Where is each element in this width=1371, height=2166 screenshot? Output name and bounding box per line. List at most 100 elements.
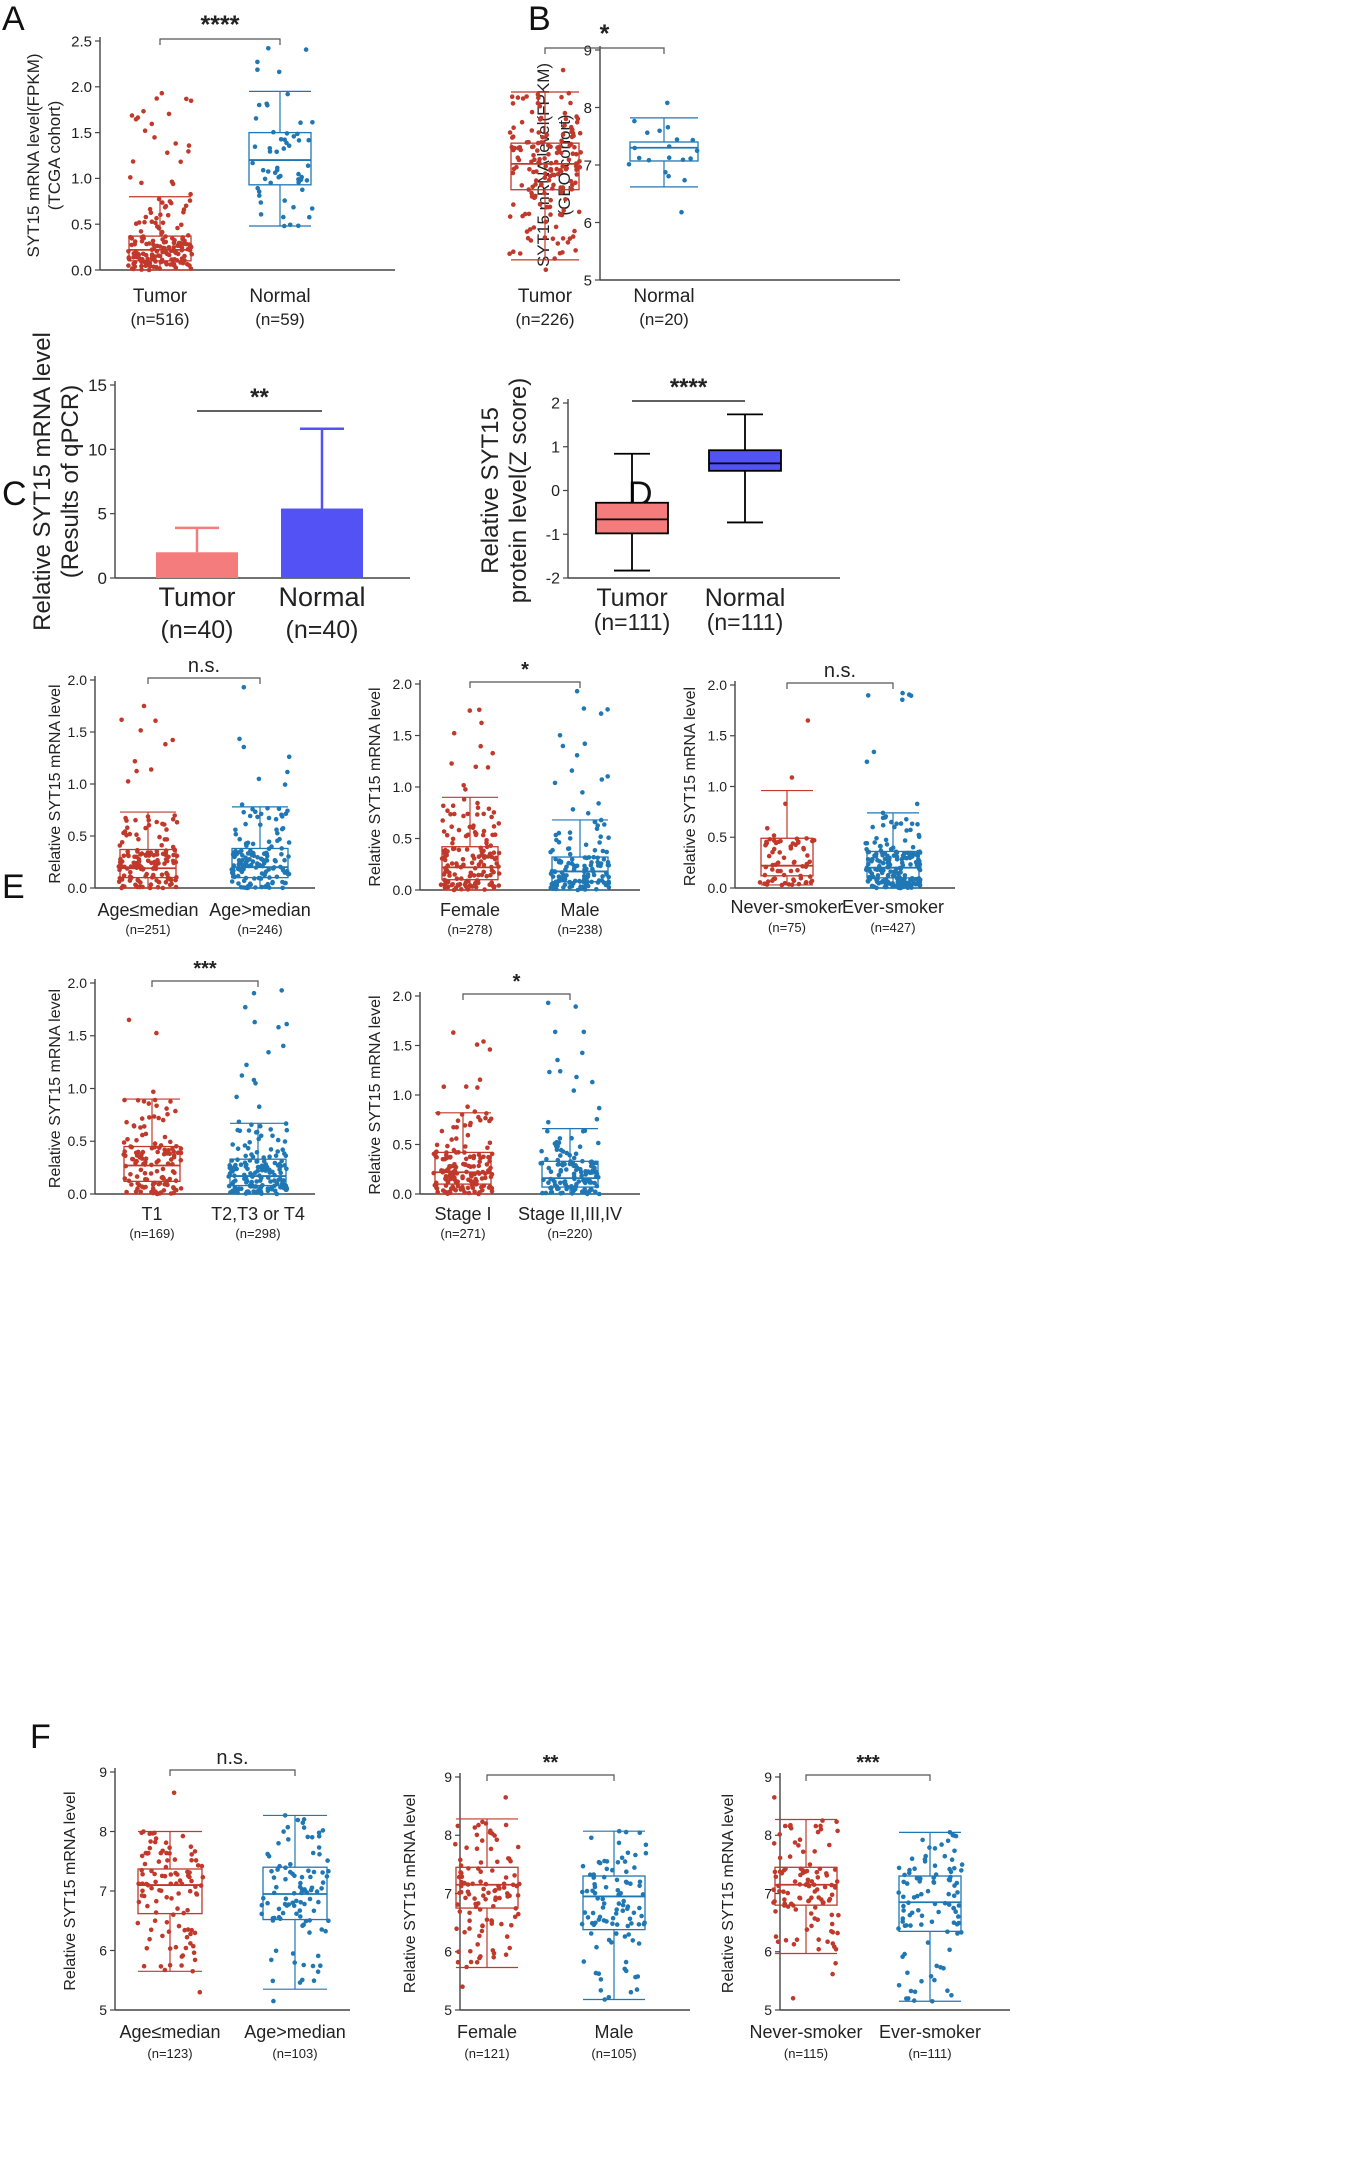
y-tick-label: 2.0 [393,988,413,1004]
data-point [266,46,271,51]
data-point [493,1887,498,1893]
y-tick-label: 0.0 [393,1186,413,1202]
data-point [450,846,456,852]
data-point [901,1908,906,1913]
data-point [266,1050,271,1055]
data-point [550,881,555,887]
data-point [885,881,890,886]
data-point [154,1159,159,1165]
data-point [468,1949,473,1954]
data-point [783,801,788,807]
data-point [460,1984,465,1989]
data-point [591,854,596,860]
data-point [474,1832,480,1838]
data-point [556,1172,562,1178]
data-point [445,808,450,813]
y-axis-label: Relative SYT15 mRNA level [47,684,64,883]
data-point [573,1186,578,1192]
data-point [266,1175,271,1180]
data-point [172,813,177,818]
data-point [793,1907,799,1912]
data-point [285,91,291,97]
data-point [560,185,566,190]
data-point [270,1133,275,1139]
data-point [472,865,478,871]
data-point [865,849,871,855]
y-tick-label: 5 [99,2002,107,2018]
data-point [573,180,578,186]
data-point [890,873,896,878]
data-point [781,855,787,861]
data-point [757,880,763,885]
y-axis-label: (Results of qPCR) [57,385,84,578]
data-point [544,132,550,138]
data-point [900,690,905,696]
data-point [474,1042,480,1047]
data-point [245,1145,251,1151]
x-n-label: (n=220) [547,1226,592,1241]
y-tick-label: 1.0 [68,776,88,792]
data-point [443,865,448,871]
data-point [158,1964,164,1969]
data-point [464,847,470,852]
data-point [898,866,903,872]
data-point [548,144,553,149]
data-point [808,1911,814,1916]
data-point [455,1959,461,1965]
data-point [451,1125,456,1130]
data-point [827,1896,833,1902]
data-point [268,180,274,186]
data-point [128,234,133,240]
data-point [118,863,124,868]
data-point [454,1125,460,1130]
data-point [170,817,176,822]
data-point [576,209,582,215]
data-point [918,1876,923,1881]
data-point [570,127,575,132]
data-point [477,1077,483,1082]
data-point [519,119,525,125]
x-tick-label: Normal [633,286,694,307]
data-point [503,1875,509,1880]
data-point [273,816,279,822]
data-point [809,1879,815,1884]
data-point [573,248,578,253]
data-point [832,1867,838,1872]
data-point [585,872,591,877]
data-point [585,1191,590,1197]
data-point [251,850,256,856]
data-point [634,1987,640,1992]
data-point [499,1921,504,1927]
data-point [266,839,272,845]
data-point [254,1158,260,1163]
data-point [616,1840,622,1846]
data-point [158,1888,164,1894]
data-point [771,876,776,882]
data-point [139,263,144,269]
data-point [782,1897,787,1902]
data-point [542,171,548,176]
significance-bracket [486,1774,615,1781]
data-point [594,887,599,892]
data-point [308,1874,313,1880]
data-point [163,741,168,747]
data-point [458,864,464,870]
data-point [151,874,156,880]
y-tick-label: -2 [546,571,560,588]
data-point [273,858,278,864]
data-point [138,1167,144,1173]
data-point [475,1170,481,1175]
data-point [128,1144,133,1149]
data-point [281,1043,286,1049]
data-point [626,1932,631,1937]
data-point [637,1830,643,1835]
data-point [591,1872,596,1877]
data-point [461,797,467,802]
data-point [253,1130,259,1135]
data-point [548,197,553,203]
data-point [829,1882,834,1888]
data-point [571,1088,577,1093]
data-point [782,880,788,886]
data-point [318,1963,323,1968]
